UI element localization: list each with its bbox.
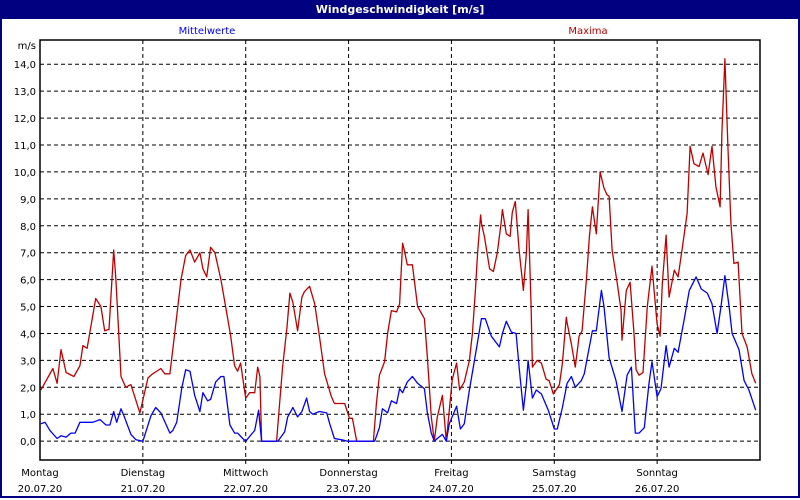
y-tick-label: 9,0 — [20, 195, 36, 206]
x-tick-day: Freitag — [434, 468, 468, 479]
y-tick-label: 10,0 — [14, 168, 36, 179]
y-tick-label: 0,0 — [20, 437, 36, 448]
x-tick-labels: Montag 20.07.20 Dienstag 21.07.20 Mittwoch 22… — [18, 468, 680, 495]
x-tick-day: Dienstag — [121, 468, 166, 479]
y-tick-label: 12,0 — [14, 114, 36, 125]
legend-maxima: Maxima — [568, 26, 607, 37]
y-tick-label: 6,0 — [20, 276, 36, 287]
y-tick-label: 11,0 — [14, 141, 36, 152]
window-title: Windgeschwindigkeit [m/s] — [315, 3, 485, 16]
y-axis-unit-label: m/s — [18, 41, 36, 52]
y-tick-label: 14,0 — [14, 60, 36, 71]
window-title-bar: Windgeschwindigkeit [m/s] — [0, 0, 800, 19]
y-tick-label: 13,0 — [14, 87, 36, 98]
plot-area-border — [39, 39, 761, 461]
y-tick-label: 4,0 — [20, 329, 36, 340]
legend-mittelwerte: Mittelwerte — [179, 26, 236, 37]
x-tick-day: Montag — [21, 468, 58, 479]
series-lines — [40, 58, 757, 442]
x-tick-day: Mittwoch — [223, 468, 268, 479]
y-tick-labels: 0,0 1,0 2,0 3,0 4,0 5,0 6,0 7,0 8,0 9,0 10,0 11,0 12… — [14, 60, 36, 448]
x-tick-day: Donnerstag — [319, 468, 377, 479]
y-tick-label: 7,0 — [20, 249, 36, 260]
x-tick-date: 24.07.20 — [429, 484, 474, 495]
y-tick-label: 3,0 — [20, 356, 36, 367]
x-tick-date: 26.07.20 — [635, 484, 680, 495]
x-tick-date: 23.07.20 — [326, 484, 371, 495]
y-tick-label: 2,0 — [20, 383, 36, 394]
x-tick-date: 21.07.20 — [121, 484, 166, 495]
grid-lines — [40, 40, 760, 466]
x-tick-date: 25.07.20 — [532, 484, 577, 495]
x-tick-day: Samstag — [532, 468, 576, 479]
x-tick-date: 22.07.20 — [223, 484, 268, 495]
y-tick-label: 5,0 — [20, 303, 36, 314]
series-line-mittelwerte — [40, 274, 757, 442]
y-tick-label: 8,0 — [20, 222, 36, 233]
y-tick-label: 1,0 — [20, 410, 36, 421]
x-tick-day: Sonntag — [636, 468, 678, 479]
x-tick-date: 20.07.20 — [18, 484, 63, 495]
series-line-maxima — [40, 58, 757, 442]
